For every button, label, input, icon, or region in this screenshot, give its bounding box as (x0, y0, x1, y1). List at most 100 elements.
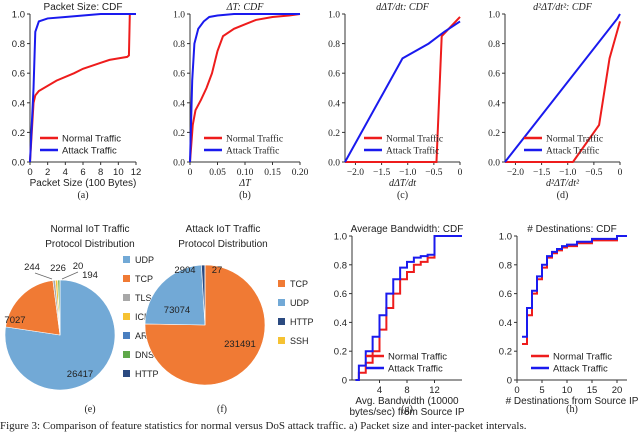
legend-label: SSH (290, 336, 309, 346)
series-line-attack-traffic (522, 235, 627, 338)
y-tick-label: 0.6 (173, 70, 185, 80)
x-tick-label: 12 (131, 167, 142, 178)
y-tick-label: 0.2 (328, 129, 340, 139)
legend-swatch (123, 370, 130, 377)
legend-swatch (123, 256, 130, 263)
series-line-attack-traffic (29, 13, 136, 163)
x-tick-label: −0.5 (585, 168, 602, 178)
legend-label: Attack Traffic (546, 146, 599, 157)
series-line-attack-traffic (344, 20, 461, 163)
y-tick-label: 0.4 (488, 99, 500, 109)
y-tick-label: 0.0 (12, 158, 25, 169)
pie-title: Normal IoT Traffic (50, 224, 129, 235)
subfigure-caption: (a) (77, 190, 88, 201)
series-line-normal-traffic (355, 235, 462, 381)
pie-title: Protocol Distribution (178, 239, 267, 250)
series-line-attack-traffic (189, 13, 300, 163)
x-tick-label: 8 (98, 167, 103, 178)
subfigure-caption: (b) (239, 190, 251, 201)
x-tick-label: 8 (404, 385, 409, 396)
pie-value-label: 27 (212, 265, 223, 276)
x-tick-label: −2.0 (347, 168, 364, 178)
chart-title: dΔT/dt: CDF (376, 2, 430, 13)
x-tick-label: 0 (27, 167, 32, 178)
y-tick-label: 0.4 (328, 99, 340, 109)
legend-label: HTTP (290, 317, 314, 327)
x-tick-label: −1.0 (559, 168, 576, 178)
x-tick-label: 0.05 (209, 168, 226, 178)
subfigure-caption: (c) (397, 190, 408, 201)
x-tick-label: 5 (539, 385, 544, 396)
legend-swatch (123, 351, 130, 358)
pie-value-label: 26417 (67, 369, 93, 380)
legend-label: Normal Traffic (226, 134, 283, 145)
x-axis-label: d²ΔT/dt² (546, 178, 580, 189)
x-axis-label: # Destinations from Source IP (506, 396, 639, 407)
pie-value-label: 231491 (224, 339, 256, 350)
series-line-normal-traffic (505, 21, 621, 163)
chart-e: Normal IoT Traffic Protocol Distribution 2… (4, 224, 158, 415)
x-tick-label: 15 (587, 385, 598, 396)
subfigure-caption: (g) (401, 404, 413, 415)
legend-label: Normal Traffic (553, 352, 612, 363)
legend-swatch (123, 294, 130, 301)
legend-swatch (278, 337, 285, 344)
x-tick-label: 0 (618, 168, 623, 178)
pie-title: Protocol Distribution (45, 239, 134, 250)
pie-value-label: 2904 (174, 265, 195, 276)
y-tick-label: 0.4 (499, 318, 512, 329)
x-axis-label: bytes/sec) from Source IP (349, 407, 464, 418)
x-tick-label: 4 (63, 167, 68, 178)
y-tick-label: 0.0 (328, 159, 340, 169)
y-tick-label: 0.8 (334, 260, 347, 271)
y-tick-label: 0.6 (334, 289, 347, 300)
chart-f: Attack IoT Traffic Protocol Distribution 2… (144, 224, 314, 415)
chart-h: # Destinations: CDF 0 0.2 0.4 0.6 0.8 1.0 0 5 10 1… (499, 224, 639, 415)
y-tick-label: 0.2 (12, 128, 25, 139)
x-axis-label: Avg. Bandwidth (10000 (355, 396, 459, 407)
y-tick-label: 1.0 (488, 11, 500, 21)
legend-label: Attack Traffic (62, 146, 117, 157)
pie-value-label: 244 (24, 262, 40, 273)
chart-title: # Destinations: CDF (527, 224, 616, 235)
y-tick-label: 0.6 (328, 70, 340, 80)
pie-value-label: 226 (50, 263, 66, 274)
series-line-normal-traffic (29, 13, 136, 163)
legend-label: Attack Traffic (388, 364, 443, 375)
legend-label: Normal Traffic (546, 134, 603, 145)
x-axis-label: ΔT (238, 178, 252, 189)
legend-label: TLS (135, 293, 152, 303)
y-tick-label: 1.0 (173, 11, 185, 21)
legend-swatch (278, 299, 285, 306)
x-tick-label: −1.5 (373, 168, 390, 178)
legend-swatch (123, 275, 130, 282)
chart-g: Average Bandwidth: CDF 0 0.2 0.4 0.6 0.8 1.0 4 8… (334, 224, 465, 418)
x-tick-label: 4 (377, 385, 382, 396)
legend-label: ARP (135, 331, 154, 341)
figure-caption: Figure 3: Comparison of feature statisti… (0, 420, 527, 432)
pie-slice-udp (144, 264, 206, 326)
y-tick-label: 0.8 (12, 39, 25, 50)
legend-label: Attack Traffic (553, 364, 608, 375)
legend-label: HTTP (135, 369, 159, 379)
y-tick-label: 1.0 (499, 232, 512, 243)
y-tick-label: 1.0 (328, 11, 340, 21)
leader-line (61, 271, 79, 280)
chart-title: d²ΔT/dt²: CDF (533, 2, 593, 13)
x-tick-label: 12 (429, 385, 440, 396)
x-tick-label: 0 (188, 168, 193, 178)
y-tick-label: 0.2 (488, 129, 500, 139)
legend-swatch (278, 280, 285, 287)
pie-value-label: 194 (82, 270, 98, 281)
x-tick-label: 0.15 (264, 168, 281, 178)
series-line-normal-traffic (189, 13, 301, 163)
y-tick-label: 0.4 (173, 99, 185, 109)
y-tick-label: 0.4 (334, 318, 347, 329)
x-tick-label: 0.10 (237, 168, 254, 178)
pie-value-label: 73074 (164, 305, 190, 316)
y-tick-label: 0 (342, 376, 347, 387)
pie-slice-tcp (5, 280, 61, 336)
